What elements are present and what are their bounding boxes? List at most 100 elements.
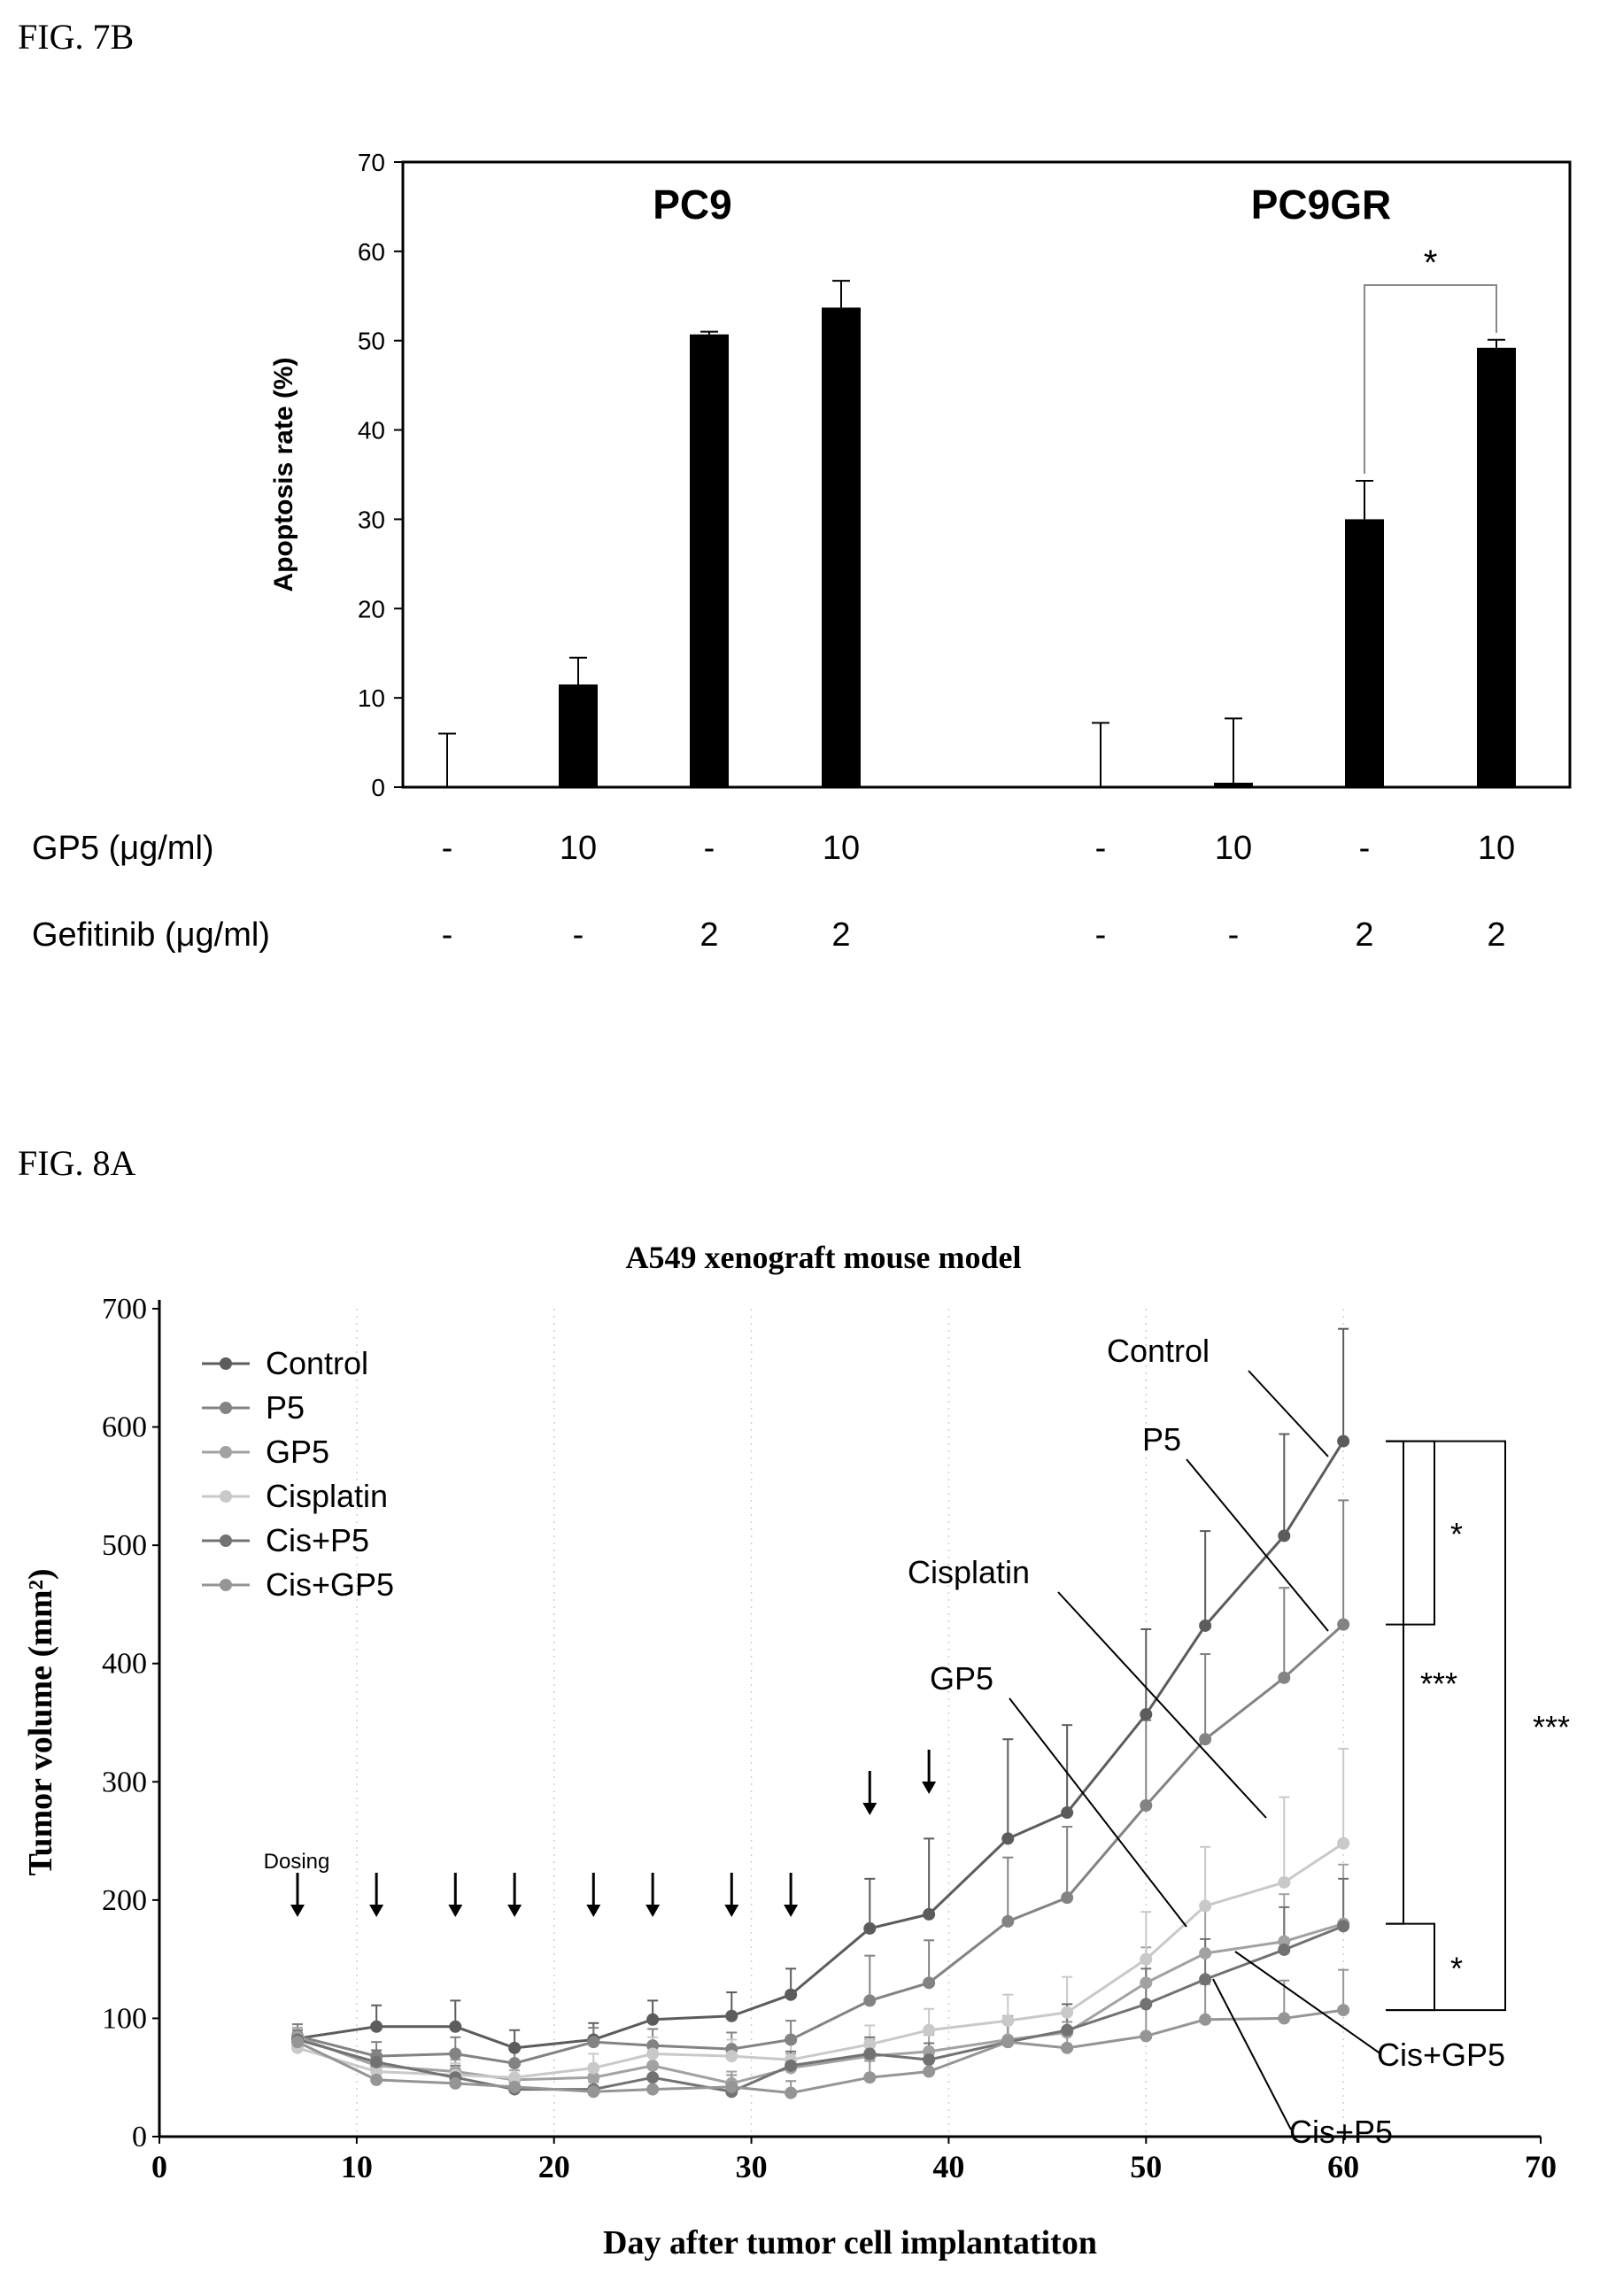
group-label-pc9: PC9 — [653, 182, 731, 228]
dosing-arrow-head — [724, 1905, 739, 1917]
x-tick-label: 60 — [1327, 2149, 1359, 2184]
x-tick-label: 50 — [1130, 2149, 1162, 2184]
data-point — [1199, 1946, 1212, 1960]
data-point — [508, 2071, 522, 2084]
data-point — [291, 2036, 304, 2049]
gefitinib-value: 2 — [1487, 916, 1505, 954]
gp5-value: 10 — [823, 830, 860, 867]
data-point — [1061, 2023, 1074, 2037]
bar — [559, 684, 598, 787]
data-point — [725, 2009, 738, 2022]
data-point — [508, 2057, 522, 2070]
fig8a-label: FIG. 8A — [18, 1143, 136, 1183]
data-point — [587, 2061, 600, 2075]
legend-label: Cis+GP5 — [266, 1566, 394, 1603]
x-tick-label: 10 — [341, 2149, 373, 2184]
data-point — [1337, 2004, 1350, 2017]
data-point — [1199, 1733, 1212, 1746]
series-line — [297, 1842, 1344, 2079]
callout-label: Cis+P5 — [1289, 2114, 1393, 2150]
y-tick-label: 20 — [358, 595, 385, 622]
data-point — [1001, 1914, 1015, 1928]
data-point — [449, 2047, 462, 2060]
data-point — [863, 2071, 877, 2084]
gefitinib-value: - — [1095, 916, 1107, 954]
gefitinib-value: 2 — [700, 916, 718, 954]
data-point — [863, 2047, 877, 2060]
data-point — [1199, 1973, 1212, 1986]
y-tick-label: 300 — [102, 1766, 147, 1798]
data-point — [1278, 1875, 1291, 1889]
x-tick-label: 40 — [932, 2149, 964, 2184]
dosing-arrow-head — [507, 1905, 522, 1917]
data-point — [1278, 1529, 1291, 1542]
fig7b-label: FIG. 7B — [18, 17, 135, 57]
data-point — [1199, 1619, 1212, 1632]
data-point — [646, 2047, 660, 2060]
gp5-value: - — [1359, 830, 1371, 867]
data-point — [785, 2033, 798, 2046]
dosing-arrow-head — [862, 1803, 877, 1815]
y-tick-label: 50 — [358, 328, 385, 355]
bar — [822, 307, 861, 787]
data-point — [1199, 1899, 1212, 1913]
data-point — [725, 2050, 738, 2063]
y-tick-label: 40 — [358, 417, 385, 445]
dosing-label: Dosing — [264, 1850, 330, 1874]
y-tick-label: 30 — [358, 506, 385, 533]
y-axis-label: Tumor volume (mm²) — [22, 1568, 59, 1875]
callout-line — [1248, 1370, 1329, 1457]
data-point — [449, 2020, 462, 2033]
y-tick-label: 100 — [102, 2002, 147, 2035]
gefitinib-value: - — [442, 916, 453, 954]
significance-label: * — [1450, 1950, 1463, 1986]
gefitinib-value: 2 — [831, 916, 850, 954]
y-tick-label: 500 — [102, 1529, 147, 1562]
series-line — [297, 2008, 1344, 2095]
gp5-value: 10 — [1478, 830, 1515, 867]
gefitinib-value: - — [1228, 916, 1240, 954]
y-tick-label: 60 — [358, 238, 385, 266]
data-point — [646, 2059, 660, 2072]
gp5-value: - — [704, 830, 715, 867]
data-point — [1140, 1952, 1153, 1966]
data-point — [863, 2037, 877, 2051]
callout-line — [1057, 1591, 1267, 1819]
gp5-value: 10 — [1215, 830, 1252, 867]
data-point — [1337, 1836, 1350, 1850]
data-point — [923, 2065, 936, 2078]
data-point — [1061, 1891, 1074, 1905]
legend-label: P5 — [266, 1389, 305, 1426]
callout-label: Cisplatin — [908, 1554, 1030, 1590]
gefitinib-value: - — [573, 916, 584, 954]
fig7b-bar-chart: 0 10 20 30 40 50 60 70 Apoptosis rate (%) PC9 PC9G… — [32, 149, 1572, 954]
data-point — [370, 2020, 383, 2033]
data-point — [1337, 1618, 1350, 1631]
y-axis-label: Apoptosis rate (%) — [269, 357, 298, 591]
data-point — [923, 2023, 936, 2037]
data-point — [587, 2036, 600, 2049]
significance-bracket — [1386, 1440, 1435, 1626]
dosing-arrow-head — [369, 1905, 384, 1917]
bar — [1345, 519, 1384, 787]
dosing-arrow-head — [784, 1905, 799, 1917]
x-axis-label: Day after tumor cell implantatiton — [603, 2224, 1097, 2261]
gefitinib-value: 2 — [1355, 916, 1373, 954]
data-point — [1140, 1998, 1153, 2011]
bar — [1214, 782, 1253, 787]
data-point — [508, 2041, 522, 2054]
data-point — [785, 2086, 798, 2099]
group-label-pc9gr: PC9GR — [1251, 182, 1391, 228]
callout-label: P5 — [1142, 1421, 1181, 1457]
y-tick-label: 0 — [371, 774, 385, 801]
data-point — [1061, 1806, 1074, 1820]
callout-label: Control — [1107, 1333, 1210, 1369]
x-tick-label: 70 — [1525, 2149, 1557, 2184]
significance-bracket — [1386, 1440, 1506, 2012]
significance-label: * — [1424, 244, 1438, 282]
data-point — [1001, 1832, 1015, 1845]
y-tick-label: 0 — [132, 2121, 147, 2153]
chart-title: A549 xenograft mouse model — [626, 1240, 1022, 1275]
legend-label: Control — [266, 1345, 368, 1381]
